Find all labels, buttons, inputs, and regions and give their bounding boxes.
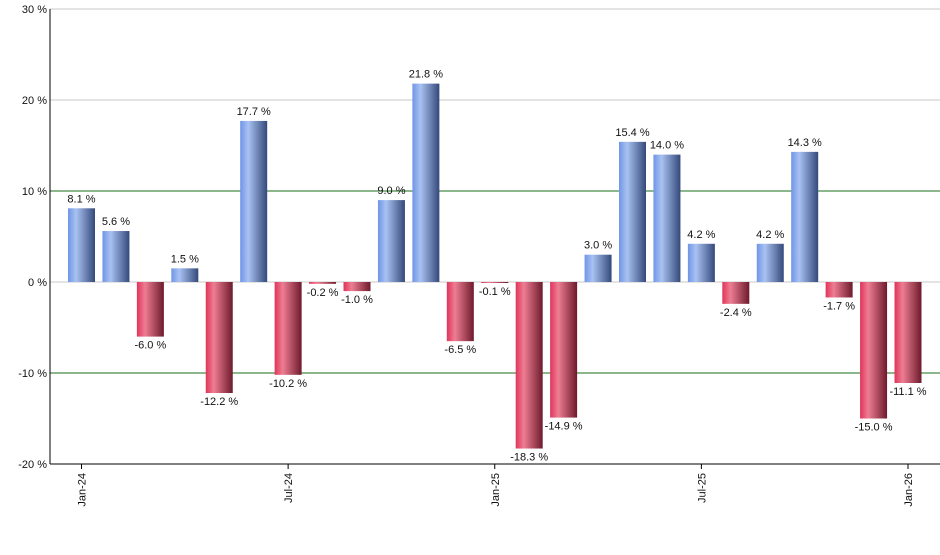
- y-tick-label: 20 %: [22, 95, 47, 107]
- data-label: -1.0 %: [341, 294, 373, 306]
- y-tick-label: 30 %: [22, 4, 47, 16]
- y-tick-label: 10 %: [22, 186, 47, 198]
- data-label: 4.2 %: [687, 229, 715, 241]
- bar[interactable]: [687, 243, 715, 282]
- bar[interactable]: [550, 282, 578, 418]
- bar[interactable]: [240, 120, 268, 283]
- bar[interactable]: [171, 268, 199, 282]
- bar[interactable]: [894, 282, 922, 384]
- data-label: 17.7 %: [237, 106, 271, 118]
- data-labels: 8.1 % 5.6 % -6.0 % 1.5 % -12.2 % 17.7 % -10.2 …: [67, 69, 926, 464]
- x-tick-label: Jan-25: [490, 473, 502, 507]
- bar[interactable]: [68, 208, 95, 282]
- data-label: 14.0 %: [650, 140, 684, 152]
- data-label: -6.5 %: [444, 344, 476, 356]
- data-label: 3.0 %: [584, 240, 612, 252]
- data-label: 21.8 %: [409, 69, 443, 81]
- bar[interactable]: [446, 282, 474, 342]
- bar[interactable]: [309, 282, 337, 284]
- bar[interactable]: [619, 141, 646, 282]
- data-label: -0.2 %: [307, 287, 339, 299]
- data-label: -2.4 %: [720, 307, 752, 319]
- axes: 30 % 20 % 10 % 0 % -10 % -20 % Jan-24 Jul-24 Jan…: [18, 4, 940, 507]
- data-label: -12.2 %: [200, 396, 238, 408]
- data-label: -10.2 %: [269, 378, 307, 390]
- data-label: -18.3 %: [510, 452, 548, 464]
- bar[interactable]: [274, 282, 302, 375]
- y-tick-label: -10 %: [18, 368, 47, 380]
- bar[interactable]: [653, 154, 681, 282]
- data-label: 14.3 %: [788, 137, 822, 149]
- data-label: -11.1 %: [889, 386, 926, 398]
- bar[interactable]: [136, 282, 164, 337]
- bar[interactable]: [860, 282, 888, 419]
- data-label: 9.0 %: [377, 185, 405, 197]
- bar[interactable]: [377, 200, 405, 282]
- bar[interactable]: [102, 231, 130, 282]
- data-label: 15.4 %: [615, 127, 649, 139]
- bar[interactable]: [515, 282, 543, 449]
- y-tick-label: -20 %: [18, 459, 47, 471]
- data-label: -14.9 %: [545, 421, 583, 433]
- y-tick-label: 0 %: [28, 277, 47, 289]
- bar[interactable]: [791, 151, 819, 282]
- bar[interactable]: [722, 282, 750, 304]
- data-label: 5.6 %: [102, 216, 130, 228]
- x-tick-label: Jul-25: [696, 473, 708, 503]
- bar[interactable]: [343, 282, 371, 292]
- x-tick-label: Jan-24: [77, 473, 89, 507]
- bar[interactable]: [412, 83, 440, 283]
- x-tick-label: Jan-26: [903, 473, 915, 507]
- data-label: -1.7 %: [823, 300, 855, 312]
- data-label: 1.5 %: [171, 253, 199, 265]
- data-label: 8.1 %: [67, 193, 95, 205]
- bars: [68, 83, 922, 449]
- bar[interactable]: [584, 254, 612, 282]
- x-tick-label: Jul-24: [283, 473, 295, 503]
- bar[interactable]: [481, 282, 509, 283]
- bar[interactable]: [756, 243, 784, 282]
- data-label: -15.0 %: [855, 422, 893, 434]
- data-label: 4.2 %: [756, 229, 784, 241]
- data-label: -6.0 %: [134, 340, 166, 352]
- bar[interactable]: [825, 282, 853, 298]
- data-label: -0.1 %: [479, 286, 511, 298]
- bar[interactable]: [205, 282, 233, 394]
